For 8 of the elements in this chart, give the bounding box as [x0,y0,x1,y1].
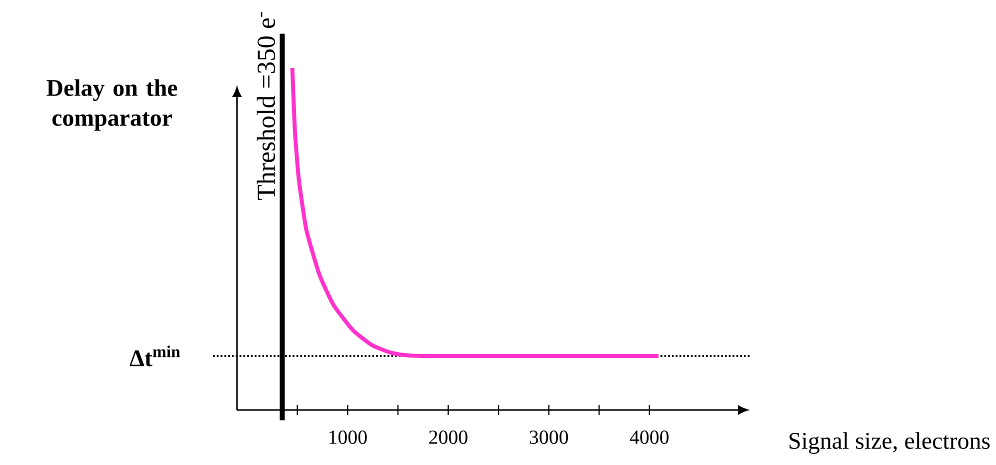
text: Δt$^{min}$ [130,346,180,366]
x-tick-label: 4000 [630,430,669,444]
y-axis-title: Delay on the comparator [46,79,178,131]
x-tick-label: 1000 [329,430,367,444]
ref-line-label: Threshold =350 e$^{-}$ [256,12,276,200]
x-tick-label: 3000 [530,430,568,444]
x-axis-title: Signal size, electrons [790,432,990,454]
x-tick-label: 2000 [429,430,468,444]
